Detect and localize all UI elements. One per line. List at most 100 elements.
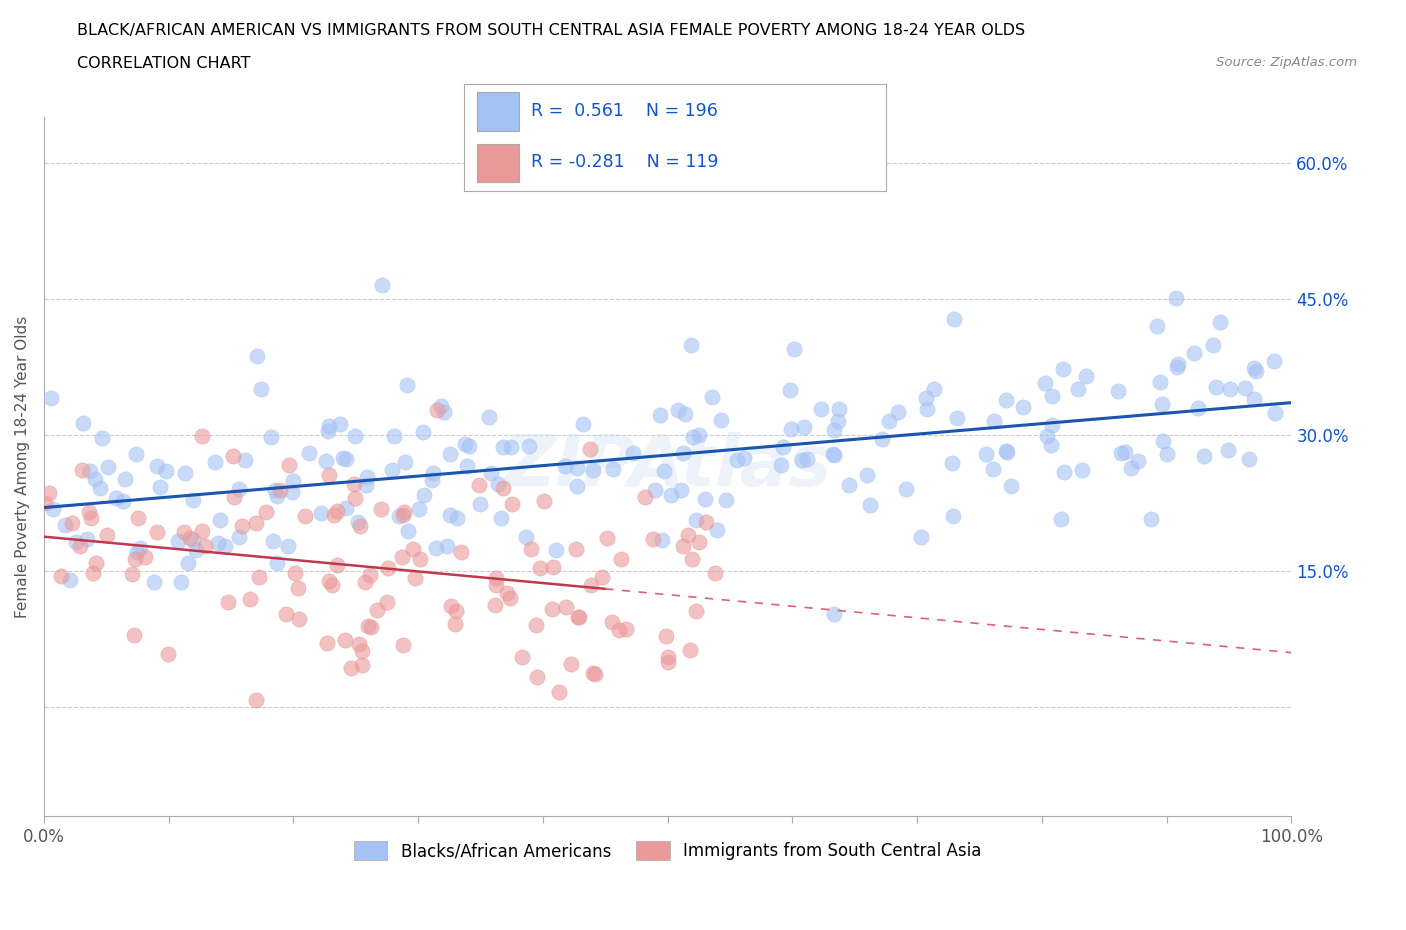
Point <box>134 550 156 565</box>
Point <box>318 468 340 483</box>
Point <box>408 502 430 517</box>
Point <box>501 497 523 512</box>
Point <box>247 570 270 585</box>
Point <box>1109 445 1132 460</box>
Point <box>53 517 76 532</box>
Point <box>872 432 894 447</box>
Point <box>65 535 87 550</box>
Point <box>564 542 586 557</box>
Point <box>377 561 399 576</box>
Point <box>1150 397 1173 412</box>
Point <box>316 636 339 651</box>
Point <box>827 414 849 429</box>
Point <box>228 482 250 497</box>
Point <box>49 568 72 583</box>
Point <box>58 573 80 588</box>
Point <box>634 490 657 505</box>
Point <box>560 657 582 671</box>
Point <box>679 643 702 658</box>
Point <box>681 338 703 352</box>
Point <box>976 446 998 461</box>
Point <box>725 453 748 468</box>
Point <box>652 463 675 478</box>
Point <box>84 556 107 571</box>
Point <box>1067 382 1090 397</box>
Point <box>571 417 593 432</box>
Point <box>943 312 966 326</box>
Point <box>693 492 716 507</box>
Point <box>222 490 245 505</box>
Point <box>420 472 443 487</box>
Point <box>710 412 733 427</box>
Point <box>239 591 262 606</box>
Point <box>439 508 461 523</box>
Point <box>458 438 481 453</box>
Point <box>112 494 135 509</box>
Point <box>1040 438 1063 453</box>
Point <box>413 487 436 502</box>
Point <box>287 580 309 595</box>
Point <box>1050 512 1073 526</box>
Point <box>281 474 304 489</box>
Point <box>186 542 208 557</box>
Point <box>439 446 461 461</box>
Point <box>1187 401 1209 416</box>
Point <box>446 511 468 525</box>
Point <box>79 463 101 478</box>
Point <box>316 424 339 439</box>
Point <box>468 497 491 512</box>
Point <box>70 463 93 478</box>
Point <box>246 349 269 364</box>
Point <box>380 462 402 477</box>
Point <box>191 429 214 444</box>
Point <box>678 528 700 543</box>
Point <box>332 450 354 465</box>
Point <box>1033 375 1056 390</box>
Point <box>392 505 415 520</box>
Point <box>485 571 508 586</box>
Point <box>333 632 356 647</box>
Point <box>426 402 449 417</box>
Point <box>796 451 818 466</box>
Point <box>657 655 679 670</box>
Point <box>269 483 291 498</box>
Point <box>1000 479 1022 494</box>
Point <box>1201 338 1223 352</box>
Point <box>34 496 56 511</box>
Point <box>245 693 267 708</box>
Point <box>146 525 169 539</box>
Point <box>266 489 288 504</box>
Point <box>391 550 413 565</box>
Point <box>260 430 283 445</box>
Point <box>1166 291 1188 306</box>
Point <box>127 511 149 525</box>
Point <box>568 609 591 624</box>
Point <box>695 515 717 530</box>
Point <box>1182 345 1205 360</box>
Point <box>515 529 537 544</box>
Point <box>681 551 703 566</box>
Point <box>526 670 548 684</box>
Point <box>326 504 349 519</box>
Point <box>191 524 214 538</box>
Point <box>360 619 382 634</box>
Point <box>114 472 136 486</box>
Point <box>309 506 332 521</box>
Point <box>675 406 697 421</box>
Point <box>541 560 564 575</box>
Point <box>105 490 128 505</box>
Point <box>456 458 478 473</box>
Point <box>41 501 63 516</box>
Point <box>1149 375 1171 390</box>
Point <box>450 544 472 559</box>
Text: BLACK/AFRICAN AMERICAN VS IMMIGRANTS FROM SOUTH CENTRAL ASIA FEMALE POVERTY AMON: BLACK/AFRICAN AMERICAN VS IMMIGRANTS FRO… <box>77 23 1025 38</box>
Point <box>682 429 704 444</box>
Point <box>39 391 62 405</box>
Point <box>250 381 273 396</box>
Y-axis label: Female Poverty Among 18-24 Year Olds: Female Poverty Among 18-24 Year Olds <box>15 315 30 618</box>
Point <box>519 541 541 556</box>
Point <box>621 445 644 460</box>
Point <box>524 618 547 632</box>
Point <box>370 501 392 516</box>
Point <box>922 381 945 396</box>
